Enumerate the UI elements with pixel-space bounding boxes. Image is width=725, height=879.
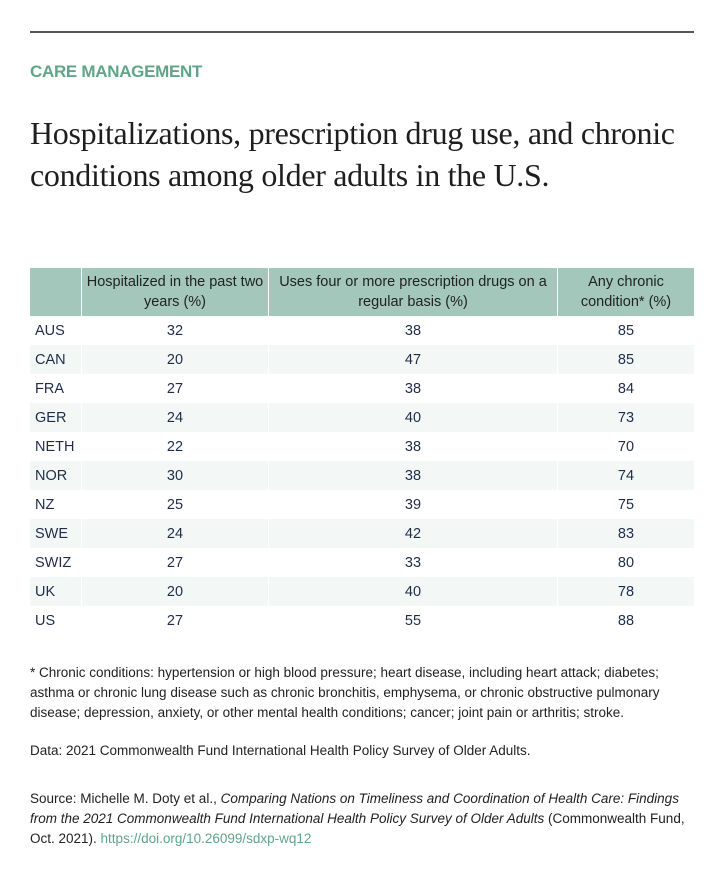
cell-chronic: 78 (557, 577, 694, 606)
cell-hospitalized: 22 (81, 432, 269, 461)
cell-hospitalized: 20 (81, 577, 269, 606)
cell-chronic: 83 (557, 519, 694, 548)
cell-prescription: 47 (268, 345, 558, 374)
header-country (30, 268, 82, 316)
cell-country: GER (30, 403, 82, 432)
table-row: GER 24 40 73 (30, 403, 694, 432)
source-title: Comparing Nations on Timeliness and Coor… (30, 791, 679, 826)
cell-chronic: 88 (557, 606, 694, 635)
cell-prescription: 40 (268, 577, 558, 606)
cell-hospitalized: 27 (81, 606, 269, 635)
cell-chronic: 73 (557, 403, 694, 432)
table-row: US 27 55 88 (30, 606, 694, 635)
category-label: CARE MANAGEMENT (30, 62, 203, 81)
cell-prescription: 42 (268, 519, 558, 548)
page-title: Hospitalizations, prescription drug use,… (30, 115, 675, 193)
cell-country: NZ (35, 496, 55, 513)
cell-country: SWIZ (35, 554, 72, 571)
cell-country: UK (30, 577, 82, 606)
table-row: CAN 20 47 85 (30, 345, 694, 374)
cell-country: FRA (35, 380, 64, 397)
cell-chronic: 80 (557, 548, 694, 577)
cell-chronic: 75 (557, 490, 694, 519)
notes: * Chronic conditions: hypertension or hi… (30, 663, 695, 849)
cell-country: US (35, 612, 56, 629)
cell-prescription: 55 (268, 606, 558, 635)
cell-country: AUS (35, 322, 65, 339)
cell-hospitalized: 27 (81, 374, 269, 403)
cell-prescription: 38 (268, 432, 558, 461)
table-row: SWE 24 42 83 (30, 519, 694, 548)
cell-country: SWE (30, 519, 82, 548)
footnote: * Chronic conditions: hypertension or hi… (30, 665, 660, 720)
table-row: SWIZ 27 33 80 (30, 548, 694, 577)
source-prefix: Source: Michelle M. Doty et al., (30, 791, 221, 806)
cell-hospitalized: 32 (81, 316, 269, 345)
table-row: AUS 32 38 85 (30, 316, 694, 345)
cell-chronic: 70 (557, 432, 694, 461)
cell-hospitalized: 20 (81, 345, 269, 374)
top-divider (30, 31, 694, 33)
cell-chronic: 85 (557, 316, 694, 345)
header-chronic: Any chronic condition* (%) (557, 268, 694, 316)
cell-hospitalized: 24 (81, 519, 269, 548)
table-row: NZ 25 39 75 (30, 490, 694, 519)
data-note: Data: 2021 Commonwealth Fund Internation… (30, 743, 531, 758)
header-hospitalized: Hospitalized in the past two years (%) (81, 268, 269, 316)
table-row: FRA 27 38 84 (30, 374, 694, 403)
cell-prescription: 40 (268, 403, 558, 432)
cell-prescription: 38 (268, 374, 558, 403)
cell-hospitalized: 24 (81, 403, 269, 432)
cell-prescription: 38 (268, 461, 558, 490)
cell-country: CAN (30, 345, 82, 374)
cell-hospitalized: 30 (81, 461, 269, 490)
table-header-row: Hospitalized in the past two years (%) U… (30, 268, 694, 316)
cell-chronic: 85 (557, 345, 694, 374)
table-row: NOR 30 38 74 (30, 461, 694, 490)
data-table: Hospitalized in the past two years (%) U… (30, 268, 694, 635)
header-prescription: Uses four or more prescription drugs on … (268, 268, 558, 316)
table-row: NETH 22 38 70 (30, 432, 694, 461)
cell-country: NOR (30, 461, 82, 490)
doi-link[interactable]: https://doi.org/10.26099/sdxp-wq12 (100, 831, 312, 846)
cell-chronic: 84 (557, 374, 694, 403)
cell-prescription: 38 (268, 316, 558, 345)
source-note: Source: Michelle M. Doty et al., Compari… (30, 789, 695, 849)
cell-prescription: 33 (268, 548, 558, 577)
table-row: UK 20 40 78 (30, 577, 694, 606)
cell-hospitalized: 25 (81, 490, 269, 519)
cell-chronic: 74 (557, 461, 694, 490)
source-suffix: (Commonwealth Fund, Oct. 2021). (30, 811, 685, 846)
cell-hospitalized: 27 (81, 548, 269, 577)
cell-prescription: 39 (268, 490, 558, 519)
cell-country: NETH (35, 438, 75, 455)
